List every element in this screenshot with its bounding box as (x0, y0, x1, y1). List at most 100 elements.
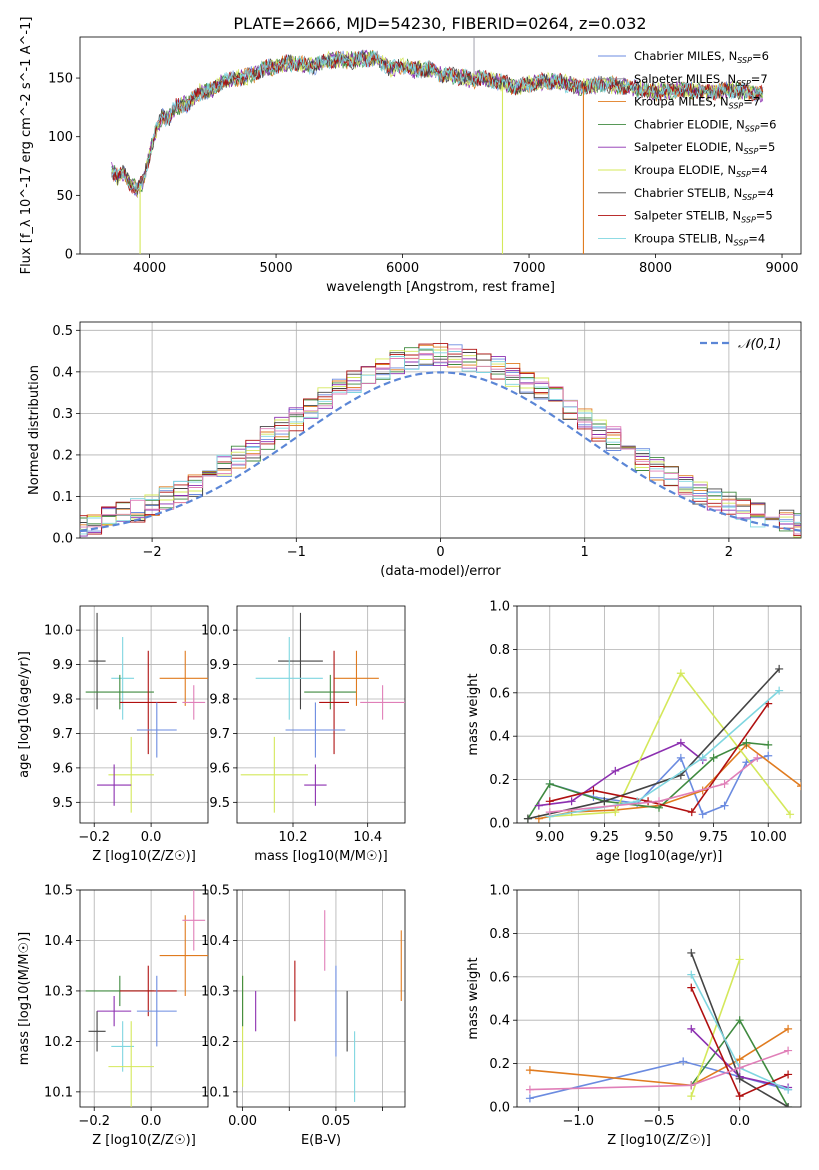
weight-marker (687, 983, 696, 992)
histogram-9 (80, 348, 801, 535)
weight-marker (784, 1085, 793, 1094)
weight-marker (735, 1063, 744, 1072)
y-tick-label: 100 (48, 130, 73, 145)
spectrum-line-7 (111, 50, 764, 195)
subplot-spectrum: 4000 5000 6000 7000 8000 9000 0 50 100 150 wavelen… (19, 17, 802, 295)
weight-marker (525, 1085, 534, 1094)
axes-frame (79, 889, 209, 1108)
y-tick-label: 0 (65, 248, 73, 263)
x-tick-label: −1.0 (563, 1114, 595, 1129)
x-axis-label: Z [log10(Z/Z☉)] (92, 849, 196, 864)
weight-marker (534, 801, 543, 810)
y-tick-label: 0.4 (52, 365, 73, 380)
y-tick-label: 10.3 (44, 984, 73, 999)
gaussian-curve (80, 371, 801, 532)
weight-marker (687, 1081, 696, 1090)
plot-area (80, 343, 801, 538)
weight-marker (720, 779, 729, 788)
axes-frame (516, 605, 802, 824)
y-tick-label: 10.2 (201, 1035, 230, 1050)
histogram-4 (80, 354, 801, 537)
y-tick-label: 0.4 (489, 1014, 510, 1029)
subplot-age-vs-Z: −0.2 0.0 9.5 9.6 9.7 9.8 9.9 10.0 Z [log10(Z/Z☉)… (17, 605, 209, 864)
y-tick-label: 10.1 (201, 1085, 230, 1100)
y-tick-label: 9.5 (52, 796, 73, 811)
legend-entry: Salpeter MILES, NSSP=7 (634, 72, 768, 88)
x-tick-label: −0.2 (78, 1114, 110, 1129)
axes-frame (79, 321, 802, 539)
y-axis-label: Normed distribution (27, 365, 42, 495)
y-axis-label: Flux [f_λ 10^-17 erg cm^-2 s^-1 A^-1] (19, 17, 34, 275)
axes-frame (79, 605, 209, 824)
x-tick-label: −0.2 (78, 830, 110, 845)
weight-marker (644, 797, 653, 806)
weight-series-9 (549, 757, 758, 813)
weight-marker (698, 810, 707, 819)
histogram-5 (80, 349, 801, 538)
legend-entry: Salpeter STELIB, NSSP=5 (634, 209, 773, 225)
y-tick-label: 1.0 (489, 600, 510, 615)
x-tick-label: −2 (143, 545, 162, 560)
y-tick-label: 10.1 (44, 1085, 73, 1100)
weight-marker (775, 664, 784, 673)
x-tick-label: 0.0 (729, 1114, 750, 1129)
y-tick-label: 0.0 (489, 1101, 510, 1116)
y-tick-label: 0.1 (52, 490, 73, 505)
x-tick-label: 5000 (260, 261, 293, 276)
x-axis-label: Z [log10(Z/Z☉)] (607, 1133, 711, 1148)
weight-marker (545, 797, 554, 806)
y-tick-label: 10.0 (201, 624, 230, 639)
y-tick-label: 9.8 (52, 693, 73, 708)
weight-marker (784, 1103, 793, 1107)
weight-marker (676, 753, 685, 762)
weight-series-5 (549, 671, 791, 818)
subplot-age-vs-mass: 10.2 10.4 9.5 9.6 9.7 9.8 9.9 10.0 mass [log10(M… (201, 605, 406, 864)
plot-area (85, 890, 208, 1107)
y-axis-label: age [log10(age/yr)] (17, 651, 32, 778)
weight-marker (720, 801, 729, 810)
y-tick-label: 10.4 (44, 934, 73, 949)
y-tick-label: 0.6 (489, 970, 510, 985)
x-tick-label: 10.4 (353, 830, 382, 845)
y-tick-label: 0.2 (489, 773, 510, 788)
histogram-2 (80, 344, 801, 528)
legend-entry: Chabrier ELODIE, NSSP=6 (634, 117, 776, 133)
weight-marker (687, 808, 696, 817)
subplot-mass-vs-EBV: 0.00 0.05 10.1 10.2 10.3 10.4 10.5 E(B-V) (201, 884, 406, 1148)
weight-marker (687, 948, 696, 957)
plot-area (242, 910, 402, 1102)
weight-marker (611, 808, 620, 817)
x-tick-label: −0.5 (643, 1114, 675, 1129)
weight-marker (786, 810, 795, 819)
weight-marker (655, 797, 663, 806)
x-tick-label: 9.25 (590, 830, 619, 845)
weight-marker (753, 753, 762, 762)
y-axis-label: mass weight (466, 673, 481, 755)
figure-title: PLATE=2666, MJD=54230, FIBERID=0264, z=0… (233, 14, 646, 33)
spectrum-line-6 (111, 49, 764, 195)
axes-frame (236, 889, 406, 1108)
weight-marker (775, 686, 784, 695)
weight-marker (525, 1094, 534, 1103)
y-tick-label: 10.5 (44, 884, 73, 899)
weight-marker (742, 738, 751, 747)
weight-series-0 (529, 1060, 789, 1100)
axes-frame (79, 36, 802, 255)
y-tick-label: 9.7 (209, 727, 230, 742)
y-tick-label: 10.3 (201, 984, 230, 999)
plot-area (523, 664, 801, 823)
weight-series-2 (529, 1028, 789, 1087)
weight-marker (525, 1066, 534, 1075)
y-tick-label: 0.3 (52, 407, 73, 422)
plot-area (525, 948, 793, 1107)
legend-entry: Kroupa ELODIE, NSSP=4 (634, 163, 768, 179)
legend-entry: 𝒩(0,1) (738, 337, 781, 352)
y-tick-label: 10.5 (201, 884, 230, 899)
spectrum-line-8 (111, 50, 764, 192)
y-tick-label: 9.6 (209, 761, 230, 776)
axes-frame (236, 605, 406, 824)
y-tick-label: 0.6 (489, 686, 510, 701)
x-axis-label: E(B-V) (301, 1133, 341, 1148)
y-tick-label: 10.4 (201, 934, 230, 949)
weight-marker (709, 753, 718, 762)
